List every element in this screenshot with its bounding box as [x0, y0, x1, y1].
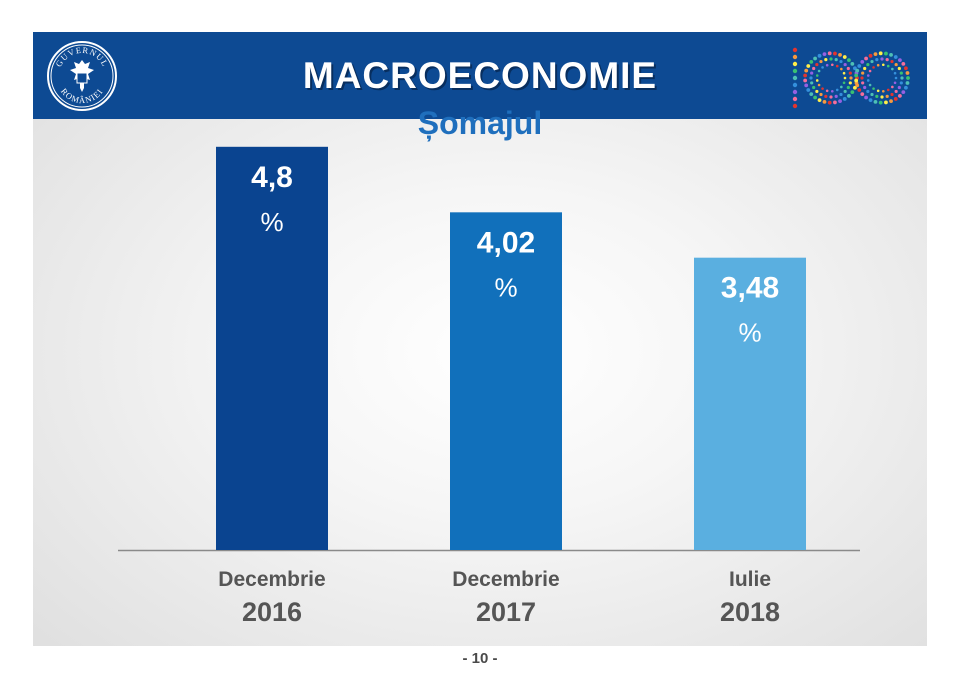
chart-title: Șomajul [417, 105, 543, 141]
category-label-2-line-2: 2017 [476, 597, 536, 627]
category-label-1-line-2: 2016 [242, 597, 302, 627]
centenary-100-logo-icon [792, 47, 910, 109]
bar-unit-label-3: % [738, 318, 761, 348]
bar-value-label-3: 3,48 [721, 272, 779, 305]
bar-1 [216, 146, 328, 551]
category-label-3-line-1: Iulie [729, 568, 771, 591]
bar-unit-label-2: % [494, 272, 517, 302]
header-bar: GUVERNUL ROMÂNIEI MACROECONOMIE [33, 32, 927, 119]
bar-3 [694, 257, 806, 550]
page-number: - 10 - [462, 650, 498, 667]
header-title: MACROECONOMIE [302, 54, 658, 96]
bar-unit-label-1: % [260, 207, 283, 237]
category-label-1-line-1: Decembrie [218, 568, 325, 591]
category-label-3-line-2: 2018 [720, 597, 780, 627]
bar-value-label-1: 4,8 [251, 161, 293, 194]
bar-2 [450, 212, 562, 550]
category-label-2-line-1: Decembrie [452, 568, 559, 591]
government-seal-icon: GUVERNUL ROMÂNIEI [47, 41, 117, 111]
bar-value-label-2: 4,02 [477, 226, 535, 259]
